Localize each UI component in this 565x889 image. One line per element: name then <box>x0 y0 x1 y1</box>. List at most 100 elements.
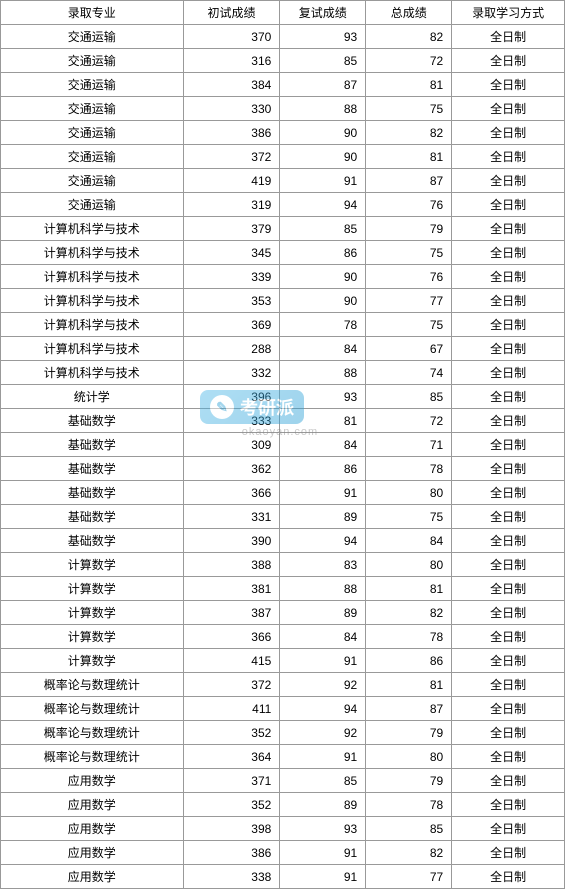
cell-major: 交通运输 <box>1 121 184 145</box>
cell-prelim-score: 332 <box>183 361 280 385</box>
header-study-mode: 录取学习方式 <box>452 1 565 25</box>
cell-prelim-score: 333 <box>183 409 280 433</box>
cell-major: 计算机科学与技术 <box>1 313 184 337</box>
cell-retest-score: 90 <box>280 289 366 313</box>
cell-retest-score: 89 <box>280 601 366 625</box>
cell-major: 基础数学 <box>1 529 184 553</box>
cell-retest-score: 85 <box>280 217 366 241</box>
cell-prelim-score: 339 <box>183 265 280 289</box>
table-row: 交通运输3709382全日制 <box>1 25 565 49</box>
cell-total-score: 77 <box>366 289 452 313</box>
cell-retest-score: 91 <box>280 649 366 673</box>
table-row: 交通运输3199476全日制 <box>1 193 565 217</box>
cell-study-mode: 全日制 <box>452 817 565 841</box>
cell-prelim-score: 352 <box>183 721 280 745</box>
cell-study-mode: 全日制 <box>452 97 565 121</box>
table-row: 统计学3969385全日制 <box>1 385 565 409</box>
cell-total-score: 75 <box>366 313 452 337</box>
cell-study-mode: 全日制 <box>452 265 565 289</box>
table-row: 交通运输3168572全日制 <box>1 49 565 73</box>
table-row: 计算数学3668478全日制 <box>1 625 565 649</box>
cell-study-mode: 全日制 <box>452 433 565 457</box>
cell-major: 应用数学 <box>1 841 184 865</box>
table-row: 基础数学3909484全日制 <box>1 529 565 553</box>
cell-total-score: 75 <box>366 241 452 265</box>
cell-major: 计算机科学与技术 <box>1 289 184 313</box>
cell-prelim-score: 370 <box>183 25 280 49</box>
header-total-score: 总成绩 <box>366 1 452 25</box>
cell-major: 概率论与数理统计 <box>1 697 184 721</box>
cell-retest-score: 78 <box>280 313 366 337</box>
cell-prelim-score: 319 <box>183 193 280 217</box>
table-body: 交通运输3709382全日制交通运输3168572全日制交通运输3848781全… <box>1 25 565 889</box>
cell-retest-score: 87 <box>280 73 366 97</box>
table-row: 概率论与数理统计3729281全日制 <box>1 673 565 697</box>
cell-retest-score: 90 <box>280 145 366 169</box>
cell-retest-score: 92 <box>280 673 366 697</box>
cell-major: 基础数学 <box>1 409 184 433</box>
cell-prelim-score: 331 <box>183 505 280 529</box>
cell-total-score: 82 <box>366 25 452 49</box>
cell-retest-score: 92 <box>280 721 366 745</box>
cell-total-score: 81 <box>366 673 452 697</box>
table-row: 应用数学3389177全日制 <box>1 865 565 889</box>
table-row: 计算数学3878982全日制 <box>1 601 565 625</box>
cell-prelim-score: 372 <box>183 145 280 169</box>
header-prelim-score: 初试成绩 <box>183 1 280 25</box>
cell-study-mode: 全日制 <box>452 649 565 673</box>
table-row: 交通运输4199187全日制 <box>1 169 565 193</box>
cell-major: 计算机科学与技术 <box>1 217 184 241</box>
table-row: 概率论与数理统计4119487全日制 <box>1 697 565 721</box>
cell-prelim-score: 390 <box>183 529 280 553</box>
cell-prelim-score: 396 <box>183 385 280 409</box>
cell-retest-score: 91 <box>280 865 366 889</box>
cell-retest-score: 90 <box>280 265 366 289</box>
cell-prelim-score: 345 <box>183 241 280 265</box>
cell-prelim-score: 371 <box>183 769 280 793</box>
cell-total-score: 79 <box>366 769 452 793</box>
cell-study-mode: 全日制 <box>452 313 565 337</box>
table-row: 交通运输3869082全日制 <box>1 121 565 145</box>
cell-total-score: 81 <box>366 73 452 97</box>
cell-retest-score: 86 <box>280 241 366 265</box>
cell-prelim-score: 364 <box>183 745 280 769</box>
table-row: 概率论与数理统计3529279全日制 <box>1 721 565 745</box>
cell-major: 交通运输 <box>1 73 184 97</box>
cell-major: 概率论与数理统计 <box>1 673 184 697</box>
table-row: 基础数学3628678全日制 <box>1 457 565 481</box>
table-row: 计算机科学与技术3458675全日制 <box>1 241 565 265</box>
cell-retest-score: 91 <box>280 745 366 769</box>
cell-study-mode: 全日制 <box>452 745 565 769</box>
cell-study-mode: 全日制 <box>452 673 565 697</box>
cell-major: 应用数学 <box>1 769 184 793</box>
cell-major: 计算机科学与技术 <box>1 241 184 265</box>
cell-retest-score: 84 <box>280 433 366 457</box>
cell-major: 计算机科学与技术 <box>1 361 184 385</box>
table-row: 基础数学3318975全日制 <box>1 505 565 529</box>
cell-study-mode: 全日制 <box>452 361 565 385</box>
table-row: 交通运输3729081全日制 <box>1 145 565 169</box>
cell-study-mode: 全日制 <box>452 217 565 241</box>
cell-retest-score: 85 <box>280 769 366 793</box>
cell-retest-score: 86 <box>280 457 366 481</box>
cell-retest-score: 83 <box>280 553 366 577</box>
cell-prelim-score: 366 <box>183 481 280 505</box>
cell-total-score: 72 <box>366 49 452 73</box>
cell-major: 交通运输 <box>1 169 184 193</box>
header-major: 录取专业 <box>1 1 184 25</box>
cell-total-score: 87 <box>366 169 452 193</box>
cell-major: 应用数学 <box>1 817 184 841</box>
cell-prelim-score: 330 <box>183 97 280 121</box>
cell-major: 计算机科学与技术 <box>1 265 184 289</box>
cell-prelim-score: 386 <box>183 841 280 865</box>
cell-retest-score: 88 <box>280 97 366 121</box>
cell-study-mode: 全日制 <box>452 289 565 313</box>
cell-prelim-score: 419 <box>183 169 280 193</box>
cell-retest-score: 94 <box>280 529 366 553</box>
cell-study-mode: 全日制 <box>452 121 565 145</box>
cell-study-mode: 全日制 <box>452 73 565 97</box>
cell-total-score: 78 <box>366 793 452 817</box>
cell-retest-score: 93 <box>280 25 366 49</box>
cell-study-mode: 全日制 <box>452 241 565 265</box>
cell-study-mode: 全日制 <box>452 793 565 817</box>
